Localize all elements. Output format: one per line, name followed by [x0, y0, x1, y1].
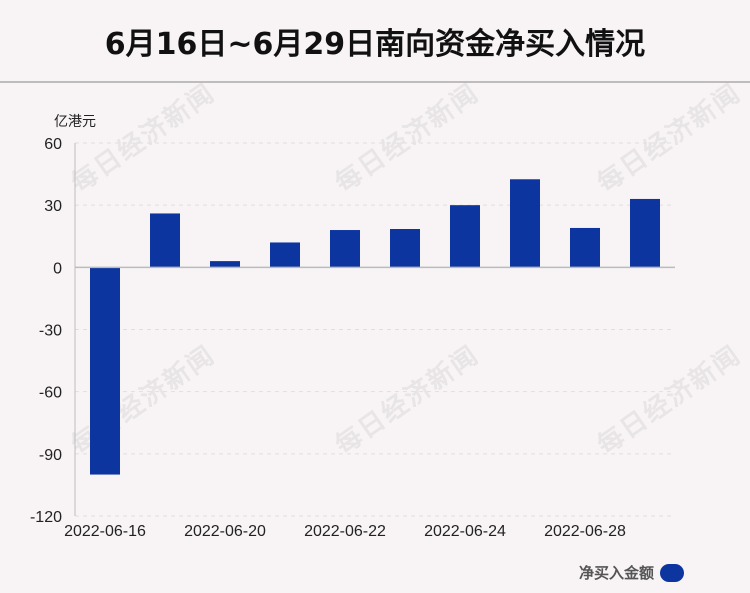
- bar: [150, 213, 180, 268]
- bar: [510, 179, 540, 268]
- bar: [630, 198, 660, 268]
- x-tick-label: 2022-06-16: [64, 523, 146, 540]
- y-tick-label: 30: [44, 198, 62, 215]
- bar: [450, 205, 480, 268]
- bar: [570, 227, 600, 268]
- x-tick-label: 2022-06-24: [424, 523, 506, 540]
- bar: [270, 242, 300, 268]
- x-tick-label: 2022-06-28: [544, 523, 626, 540]
- bar: [390, 228, 420, 268]
- legend-label: 净买入金额: [578, 564, 654, 582]
- y-tick-label: 0: [53, 260, 62, 277]
- legend-swatch: [660, 563, 684, 582]
- y-axis-label: 亿港元: [54, 114, 96, 130]
- x-tick-label: 2022-06-22: [304, 523, 386, 540]
- y-tick-label: 60: [44, 136, 62, 153]
- bar: [210, 261, 240, 268]
- bar: [330, 230, 360, 268]
- y-tick-label: -120: [30, 509, 62, 526]
- y-tick-label: -30: [39, 323, 62, 340]
- y-tick-label: -60: [39, 385, 62, 402]
- x-tick-label: 2022-06-20: [184, 523, 266, 540]
- y-tick-label: -90: [39, 447, 62, 464]
- chart-title: 6月16日~6月29日南向资金净买入情况: [104, 27, 646, 62]
- legend: 净买入金额: [579, 562, 684, 583]
- title-divider: [0, 81, 750, 83]
- bar: [90, 267, 120, 475]
